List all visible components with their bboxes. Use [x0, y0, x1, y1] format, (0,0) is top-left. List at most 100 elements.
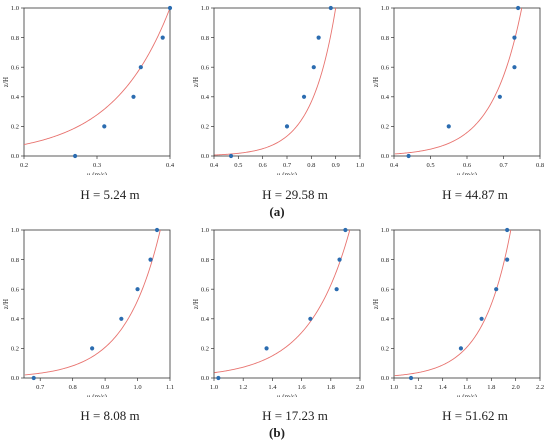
chart-panel-1: 0.2 0.3 0.4 0.0 0.2 0.4 0.6 0.8 1.0 u (m/s) z/H: [0, 0, 180, 180]
y-tick-label: 0.4: [381, 94, 390, 101]
x-tick-label: 0.9: [332, 162, 340, 169]
fit-curve: [24, 229, 161, 376]
plot-frame: [393, 7, 541, 157]
data-point: [119, 316, 124, 321]
data-point: [512, 35, 517, 40]
fit-curve: [214, 229, 351, 374]
data-point: [512, 65, 517, 70]
x-axis-label: u (m/s): [277, 393, 298, 397]
y-tick-label: 0.6: [381, 64, 390, 71]
x-tick-label: 1.2: [239, 384, 247, 391]
chart-panel-2: 0.4 0.5 0.6 0.7 0.8 0.9 1.0 0.0 0.2 0.4 0.6 0.8 1.0 u…: [190, 0, 370, 180]
y-tick-label: 0.2: [201, 124, 209, 131]
x-tick-label: 2.0: [356, 384, 364, 391]
chart-panel-4: 0.7 0.8 0.9 1.0 1.1 0.0 0.2 0.4 0.6 0.8 1.0 u (m/s)…: [0, 222, 180, 402]
data-point: [264, 346, 269, 351]
x-tick-label: 1.0: [210, 384, 218, 391]
y-tick-label: 0.2: [381, 346, 389, 353]
data-point: [328, 5, 333, 11]
y-tick-label: 0.0: [381, 375, 389, 382]
data-point: [406, 153, 411, 159]
x-tick-label: 0.5: [234, 162, 242, 169]
data-point: [337, 257, 342, 262]
panel-caption-6: H = 51.62 m: [442, 408, 508, 423]
data-point: [148, 257, 153, 262]
y-axis-label: z/H: [192, 77, 200, 87]
y-tick-label: 0.8: [381, 35, 389, 42]
data-point: [154, 227, 160, 233]
data-point: [131, 94, 136, 99]
y-tick-label: 0.2: [201, 346, 209, 353]
y-tick-label: 0.0: [11, 375, 19, 382]
y-tick-label: 0.2: [11, 346, 19, 353]
y-tick-label: 0.0: [201, 375, 209, 382]
x-tick-label: 0.8: [69, 384, 77, 391]
chart-svg-4: 0.7 0.8 0.9 1.0 1.1 0.0 0.2 0.4 0.6 0.8 1.0 u (m/s)…: [2, 227, 174, 401]
x-tick-label: 1.0: [390, 384, 398, 391]
data-point: [90, 346, 95, 351]
y-tick-label: 0.6: [201, 286, 210, 293]
data-point: [505, 227, 510, 233]
y-tick-label: 0.4: [11, 94, 20, 101]
data-point: [31, 375, 36, 381]
x-tick-label: 1.4: [439, 384, 448, 391]
y-axis-label: z/H: [192, 299, 200, 309]
plot-frame: [213, 229, 361, 379]
y-tick-label: 0.2: [381, 124, 389, 131]
x-axis-label: u (m/s): [87, 171, 108, 175]
chart-svg-6: 1.0 1.2 1.4 1.6 1.8 2.0 2.2 0.0 0.2 0.4 0.6 0.8 1.0 u…: [372, 227, 544, 401]
row-label-b: (b): [269, 425, 285, 440]
x-tick-label: 1.2: [414, 384, 422, 391]
chart-svg-2: 0.4 0.5 0.6 0.7 0.8 0.9 1.0 0.0 0.2 0.4 0.6 0.8 1.0 u…: [192, 5, 364, 179]
data-point: [135, 287, 140, 292]
data-point: [138, 65, 143, 70]
x-tick-label: 1.6: [298, 384, 307, 391]
chart-panel-5: 1.0 1.2 1.4 1.6 1.8 2.0 0.0 0.2 0.4 0.6 0.8 1.0 u (m…: [190, 222, 370, 402]
y-tick-label: 0.4: [201, 94, 210, 101]
x-tick-label: 1.8: [327, 384, 335, 391]
fit-curve: [214, 7, 337, 156]
row-label-a: (a): [269, 204, 285, 219]
x-tick-label: 0.2: [20, 162, 28, 169]
y-axis-label: z/H: [2, 77, 10, 87]
x-tick-label: 1.0: [356, 162, 364, 169]
y-tick-label: 0.8: [201, 35, 209, 42]
panel-caption-2: H = 29.58 m: [262, 187, 328, 202]
data-point: [497, 94, 502, 99]
data-point: [311, 65, 316, 70]
data-point: [334, 287, 339, 292]
x-tick-label: 1.6: [463, 384, 472, 391]
y-tick-label: 1.0: [381, 227, 389, 234]
x-tick-label: 1.8: [487, 384, 495, 391]
data-point: [458, 346, 464, 351]
y-tick-label: 0.8: [11, 257, 19, 264]
data-point: [408, 375, 414, 381]
y-tick-label: 0.6: [11, 64, 20, 71]
data-point: [343, 227, 348, 233]
fit-curve: [394, 229, 512, 377]
data-point: [301, 94, 307, 99]
panel-caption-3: H = 44.87 m: [442, 187, 508, 202]
y-tick-label: 1.0: [11, 227, 19, 234]
x-tick-label: 0.4: [210, 162, 219, 169]
y-tick-label: 1.0: [381, 5, 389, 12]
data-point: [228, 153, 234, 159]
chart-panel-3: 0.4 0.5 0.6 0.7 0.8 0.0 0.2 0.4 0.6 0.8 1.0 u (m/s)…: [370, 0, 550, 180]
chart-svg-3: 0.4 0.5 0.6 0.7 0.8 0.0 0.2 0.4 0.6 0.8 1.0 u (m/s)…: [372, 5, 544, 179]
y-tick-label: 1.0: [11, 5, 19, 12]
x-tick-label: 0.5: [426, 162, 434, 169]
plot-frame: [23, 229, 171, 379]
plot-frame: [23, 7, 171, 157]
data-point: [160, 35, 165, 40]
x-axis-label: u (m/s): [277, 171, 298, 175]
data-point: [167, 5, 173, 11]
y-tick-label: 0.0: [201, 153, 209, 160]
x-tick-label: 1.1: [166, 384, 174, 391]
x-axis-label: u (m/s): [457, 171, 478, 175]
data-point: [494, 287, 499, 292]
y-tick-label: 0.0: [381, 153, 389, 160]
y-tick-label: 0.6: [201, 64, 210, 71]
x-tick-label: 0.7: [283, 162, 292, 169]
x-tick-label: 0.6: [259, 162, 268, 169]
y-axis-label: z/H: [2, 299, 10, 309]
